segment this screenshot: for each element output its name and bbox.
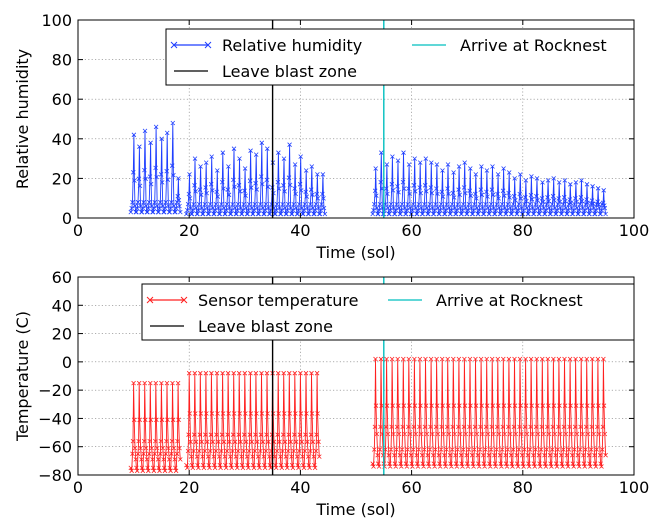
x-tick-label: 0 [73,478,83,497]
x-axis-title: Time (sol) [315,500,395,519]
y-tick-label: 80 [52,51,72,70]
x-tick-label: 20 [179,478,199,497]
legend-label: Arrive at Rocknest [436,291,583,310]
sensor-temperature-series [130,358,607,471]
legend-marker [180,296,188,304]
x-tick-label: 100 [619,221,650,240]
legend-label: Leave blast zone [198,317,333,336]
y-tick-label: −60 [38,438,72,457]
legend-label: Arrive at Rocknest [460,36,607,55]
x-tick-label: 80 [513,221,533,240]
legend-marker [204,41,212,49]
plot-frame [77,276,635,476]
legend-label: Sensor temperature [198,291,359,310]
temperature-panel: 0 20 40 60 80 100 −80 −60 −40 −20 0 20 40 60 Time (sol… [13,268,649,519]
legend-marker [146,296,154,304]
legend: Sensor temperature Leave blast zone Arrive… [141,283,635,341]
legend-marker [170,41,178,49]
x-tick-label: 40 [290,478,310,497]
y-tick-label: 20 [52,169,72,188]
y-tick-label: 60 [52,90,72,109]
y-tick-label: 0 [62,209,72,228]
x-tick-label: 60 [401,478,421,497]
plot-frame [77,19,635,219]
x-tick-label: 80 [513,478,533,497]
sensor-temperature-markers [128,356,608,474]
y-tick-label: −40 [38,409,72,428]
y-tick-label: 0 [62,353,72,372]
y-tick-label: 20 [52,325,72,344]
x-axis-title: Time (sol) [315,243,395,262]
y-tick-label: 40 [52,130,72,149]
y-tick-label: −80 [38,466,72,485]
y-axis-title: Relative humidity [13,49,32,189]
x-tick-label: 40 [290,221,310,240]
x-tick-label: 60 [401,221,421,240]
x-tick-label: 20 [179,221,199,240]
x-tick-label: 100 [619,478,650,497]
y-tick-label: 40 [52,296,72,315]
legend-label: Relative humidity [222,36,362,55]
legend-box [165,28,635,86]
x-tick-label: 0 [73,221,83,240]
y-tick-label: 100 [41,11,72,30]
y-tick-label: −20 [38,381,72,400]
relative-humidity-markers [128,120,608,217]
relative-humidity-series [130,122,607,215]
y-axis-title: Temperature (C) [13,311,32,442]
humidity-panel: 0 20 40 60 80 100 0 20 40 60 80 100 Time (sol) Relati… [13,11,649,262]
legend: Relative humidity Leave blast zone Arrive … [165,28,635,86]
legend-label: Leave blast zone [222,62,357,81]
y-tick-label: 60 [52,268,72,287]
legend-box [141,283,635,341]
